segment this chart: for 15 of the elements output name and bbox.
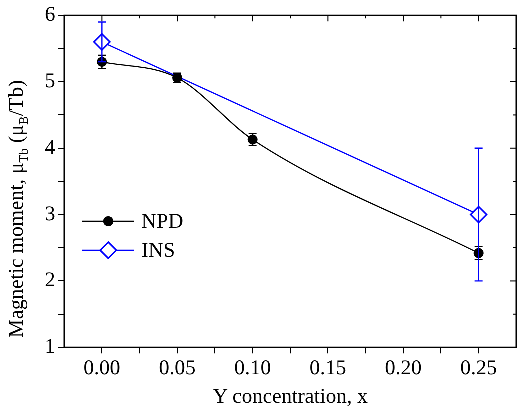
- legend-label: NPD: [142, 208, 184, 233]
- x-tick-label: 0.25: [460, 356, 498, 380]
- x-tick-label: 0.15: [310, 356, 347, 380]
- y-tick-label: 3: [45, 201, 56, 226]
- y-tick-label: 6: [45, 2, 56, 26]
- x-tick-label: 0.20: [385, 356, 422, 380]
- y-tick-label: 2: [45, 268, 56, 292]
- x-tick-label: 0.10: [234, 356, 272, 380]
- x-axis-title: Y concentration, x: [213, 384, 368, 408]
- y-tick-label: 5: [45, 68, 56, 93]
- x-tick-label: 0.05: [159, 356, 196, 380]
- x-tick-label: 0.00: [84, 356, 121, 380]
- legend-label: INS: [142, 238, 176, 262]
- y-tick-label: 4: [45, 134, 56, 159]
- y-tick-label: 1: [45, 334, 56, 358]
